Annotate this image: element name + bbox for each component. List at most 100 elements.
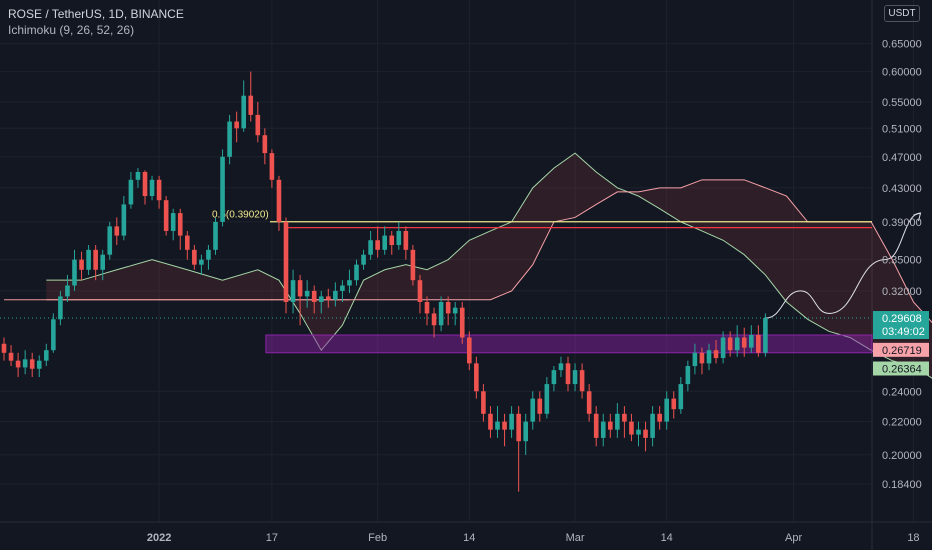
y-tick-label: 0.60000 xyxy=(882,67,922,79)
candle xyxy=(459,301,465,344)
y-tick-label: 0.35000 xyxy=(882,255,922,267)
candle xyxy=(685,360,691,392)
candle xyxy=(692,343,698,375)
candle-body xyxy=(100,254,105,270)
candle-body xyxy=(269,153,275,180)
x-tick-label: Apr xyxy=(785,532,802,544)
candle xyxy=(713,340,719,364)
y-tick-label: 0.20000 xyxy=(882,450,922,462)
candle-body xyxy=(8,352,14,361)
candle-body xyxy=(375,240,380,250)
candle xyxy=(269,149,275,188)
candle xyxy=(135,168,141,188)
candle xyxy=(248,71,254,122)
candle-body xyxy=(340,285,345,291)
candle-body xyxy=(608,421,613,430)
candle-body xyxy=(537,398,543,414)
candle-body xyxy=(467,337,472,364)
candle xyxy=(664,391,669,430)
currency-button[interactable]: USDT xyxy=(884,5,920,22)
indicator-title[interactable]: Ichimoku (9, 26, 52, 26) xyxy=(8,23,135,37)
candle-body xyxy=(51,319,56,351)
candle xyxy=(438,296,444,332)
candle-body xyxy=(749,335,754,348)
candle-body xyxy=(678,384,684,410)
candle-body xyxy=(333,290,338,300)
candle xyxy=(290,269,296,314)
candle xyxy=(107,221,113,260)
last-price-label: 0.29608 xyxy=(882,313,922,325)
candle-body xyxy=(220,156,225,222)
candle-body xyxy=(107,226,113,255)
candle-body xyxy=(65,285,70,297)
x-tick-label: 17 xyxy=(266,532,278,544)
candle-body xyxy=(389,235,395,246)
candle-body xyxy=(234,121,239,129)
candle xyxy=(142,170,148,205)
candle-body xyxy=(593,413,599,438)
candle xyxy=(100,249,105,281)
candle-body xyxy=(459,307,465,338)
symbol-title[interactable]: ROSE / TetherUS, 1D, BINANCE xyxy=(8,7,184,21)
candle xyxy=(431,307,437,338)
candle xyxy=(213,217,218,255)
candle-body xyxy=(636,429,641,435)
candle xyxy=(382,226,387,255)
candle xyxy=(79,251,84,281)
candle xyxy=(699,347,705,375)
candle-body xyxy=(720,337,726,359)
candle-body xyxy=(128,179,134,205)
candle-body xyxy=(177,213,183,236)
candle xyxy=(657,406,662,430)
candle-body xyxy=(530,398,536,422)
candle-body xyxy=(192,249,197,265)
candle xyxy=(565,356,571,392)
candle-body xyxy=(488,413,493,430)
candle-body xyxy=(756,335,761,353)
candle-body xyxy=(643,429,648,438)
candle xyxy=(375,226,380,258)
candle-body xyxy=(227,121,232,157)
x-tick-label: 18 xyxy=(907,532,919,544)
candle-body xyxy=(600,421,606,438)
candle-body xyxy=(685,366,691,385)
candle-body xyxy=(213,221,218,250)
candle xyxy=(622,406,627,438)
candle xyxy=(22,350,28,375)
candle-body xyxy=(255,114,261,136)
y-tick-label: 0.18400 xyxy=(882,479,922,491)
candle xyxy=(467,331,472,371)
candle-body xyxy=(495,421,500,430)
candle xyxy=(51,313,56,353)
candle-body xyxy=(297,280,303,297)
candle-body xyxy=(361,254,366,265)
candle xyxy=(452,301,458,326)
candle-body xyxy=(445,301,451,314)
candlesticks xyxy=(1,71,768,492)
price-tag-label: 0.26364 xyxy=(882,364,922,376)
candle xyxy=(58,290,63,326)
candle xyxy=(763,313,768,357)
fib-level-label: 0.5(0.39020) xyxy=(212,210,269,221)
candle xyxy=(445,296,451,326)
candle xyxy=(537,391,543,422)
candle-body xyxy=(424,301,430,314)
candle-body xyxy=(502,421,507,430)
y-tick-label: 0.47000 xyxy=(882,152,922,164)
candle-body xyxy=(572,370,578,385)
candle-body xyxy=(579,370,585,392)
candle-body xyxy=(114,226,120,236)
candle-body xyxy=(410,249,416,281)
candle-body xyxy=(354,264,359,281)
candle-body xyxy=(22,359,28,368)
candle xyxy=(361,249,366,270)
candle-body xyxy=(452,307,458,314)
candle xyxy=(297,274,303,326)
x-tick-label: 2022 xyxy=(147,532,171,544)
candle xyxy=(241,80,246,132)
candle-body xyxy=(15,360,21,368)
candle xyxy=(629,413,634,442)
projection-arrow xyxy=(765,212,921,319)
candle-body xyxy=(156,179,162,201)
